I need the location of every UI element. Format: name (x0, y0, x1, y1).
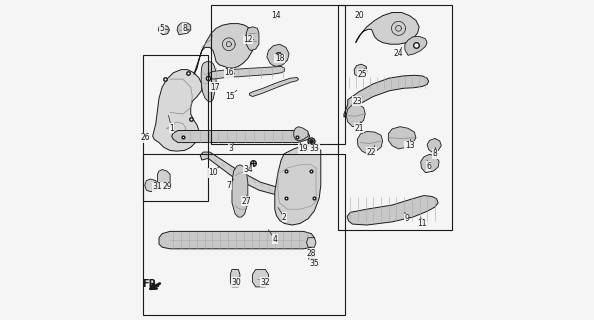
Text: 23: 23 (352, 97, 362, 106)
Polygon shape (201, 62, 216, 102)
Text: 19: 19 (299, 144, 308, 153)
Text: 26: 26 (141, 133, 150, 142)
Polygon shape (200, 152, 280, 195)
Text: 4: 4 (273, 235, 277, 244)
Polygon shape (405, 36, 427, 55)
Text: 25: 25 (357, 70, 367, 79)
Bar (143, 154, 345, 316)
Bar (211, 4, 345, 144)
Text: 8: 8 (182, 24, 187, 33)
Text: 28: 28 (307, 249, 316, 258)
Text: 33: 33 (309, 144, 320, 153)
Text: 34: 34 (243, 165, 252, 174)
Text: 9: 9 (404, 214, 409, 223)
Polygon shape (294, 127, 308, 141)
Text: 32: 32 (260, 278, 270, 287)
Text: 24: 24 (394, 49, 403, 58)
Text: 5: 5 (160, 24, 165, 33)
Text: 18: 18 (275, 54, 285, 63)
Polygon shape (267, 44, 289, 67)
Polygon shape (145, 179, 157, 192)
Polygon shape (347, 196, 438, 225)
Polygon shape (159, 25, 169, 35)
Text: FR.: FR. (142, 279, 160, 289)
Text: 6: 6 (426, 162, 431, 171)
Polygon shape (307, 238, 316, 247)
Polygon shape (194, 24, 254, 74)
Text: 35: 35 (309, 259, 320, 268)
Text: 8: 8 (432, 149, 437, 158)
Polygon shape (427, 139, 441, 152)
Text: 17: 17 (210, 83, 219, 92)
Polygon shape (159, 231, 314, 249)
Text: 11: 11 (418, 219, 427, 228)
Polygon shape (232, 165, 248, 217)
Text: 2: 2 (282, 212, 287, 222)
Polygon shape (157, 170, 170, 188)
Text: 1: 1 (169, 124, 174, 133)
Bar (338, 4, 453, 230)
Polygon shape (356, 12, 419, 44)
Bar (143, 55, 208, 201)
Polygon shape (153, 69, 202, 151)
Text: 12: 12 (243, 35, 252, 44)
Text: 31: 31 (153, 182, 162, 191)
Polygon shape (388, 127, 416, 149)
Text: 29: 29 (162, 182, 172, 191)
Polygon shape (357, 132, 383, 154)
Text: 20: 20 (354, 11, 364, 20)
Text: 14: 14 (271, 11, 281, 20)
Polygon shape (249, 77, 299, 97)
Polygon shape (172, 131, 309, 142)
Polygon shape (346, 105, 365, 127)
Polygon shape (344, 75, 429, 117)
Text: 10: 10 (208, 168, 218, 177)
Text: 13: 13 (405, 141, 415, 150)
Polygon shape (247, 27, 259, 51)
Polygon shape (230, 269, 240, 287)
Text: 15: 15 (226, 92, 235, 101)
Polygon shape (177, 23, 191, 35)
Text: 22: 22 (367, 148, 376, 156)
Text: 21: 21 (354, 124, 364, 133)
Polygon shape (421, 154, 439, 173)
Polygon shape (210, 67, 285, 79)
Text: 3: 3 (228, 144, 233, 153)
Text: 16: 16 (224, 68, 233, 77)
Text: 27: 27 (241, 197, 251, 206)
Polygon shape (252, 269, 268, 287)
Polygon shape (275, 146, 321, 225)
Polygon shape (354, 64, 366, 77)
Text: 7: 7 (226, 181, 231, 190)
Text: 30: 30 (232, 278, 242, 287)
